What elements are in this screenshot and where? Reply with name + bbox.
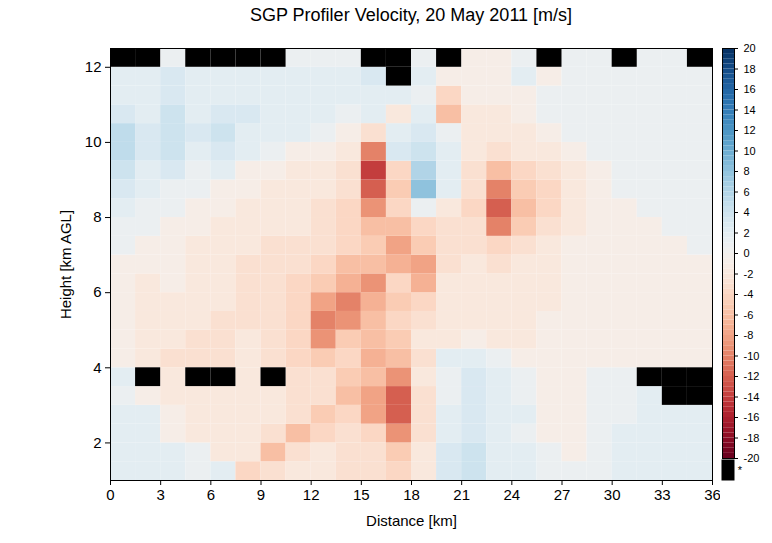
svg-text:0: 0 [106, 486, 114, 503]
svg-text:4: 4 [93, 359, 101, 376]
svg-text:-8: -8 [744, 329, 754, 341]
svg-text:9: 9 [257, 486, 265, 503]
svg-text:6: 6 [207, 486, 215, 503]
svg-text:10: 10 [85, 133, 102, 150]
svg-text:14: 14 [744, 104, 756, 116]
svg-text:10: 10 [744, 145, 756, 157]
svg-text:-2: -2 [744, 268, 754, 280]
svg-text:*: * [738, 464, 743, 476]
html-text:SGP Profiler Velocity, 20 May: SGP Profiler Velocity, 20 May 2011 [m/s] [249, 5, 573, 25]
svg-text:2: 2 [744, 227, 750, 239]
svg-text:12: 12 [303, 486, 320, 503]
svg-text:18: 18 [403, 486, 420, 503]
svg-text:-4: -4 [744, 288, 754, 300]
svg-text:Height [km AGL]: Height [km AGL] [57, 210, 74, 319]
svg-text:-16: -16 [744, 411, 760, 423]
svg-text:21: 21 [453, 486, 470, 503]
svg-text:6: 6 [744, 186, 750, 198]
svg-text:15: 15 [353, 486, 370, 503]
svg-text:6: 6 [93, 283, 101, 300]
svg-text:-6: -6 [744, 309, 754, 321]
svg-text:27: 27 [554, 486, 571, 503]
svg-text:33: 33 [654, 486, 671, 503]
svg-text:4: 4 [744, 206, 750, 218]
svg-text:-10: -10 [744, 350, 760, 362]
svg-text:18: 18 [744, 63, 756, 75]
svg-text:-18: -18 [744, 432, 760, 444]
svg-text:30: 30 [604, 486, 621, 503]
svg-text:-14: -14 [744, 391, 760, 403]
svg-text:2: 2 [93, 434, 101, 451]
svg-text:12: 12 [744, 124, 756, 136]
svg-text:12: 12 [85, 58, 102, 75]
svg-text:20: 20 [744, 42, 756, 54]
svg-text:-12: -12 [744, 370, 760, 382]
svg-text:Distance [km]: Distance [km] [366, 512, 457, 529]
svg-text:3: 3 [156, 486, 164, 503]
svg-text:24: 24 [503, 486, 520, 503]
svg-text:36: 36 [704, 486, 720, 503]
svg-text:0: 0 [744, 247, 750, 259]
svg-text:-20: -20 [744, 452, 760, 464]
svg-text:16: 16 [744, 83, 756, 95]
svg-text:8: 8 [744, 165, 750, 177]
svg-text:8: 8 [93, 208, 101, 225]
